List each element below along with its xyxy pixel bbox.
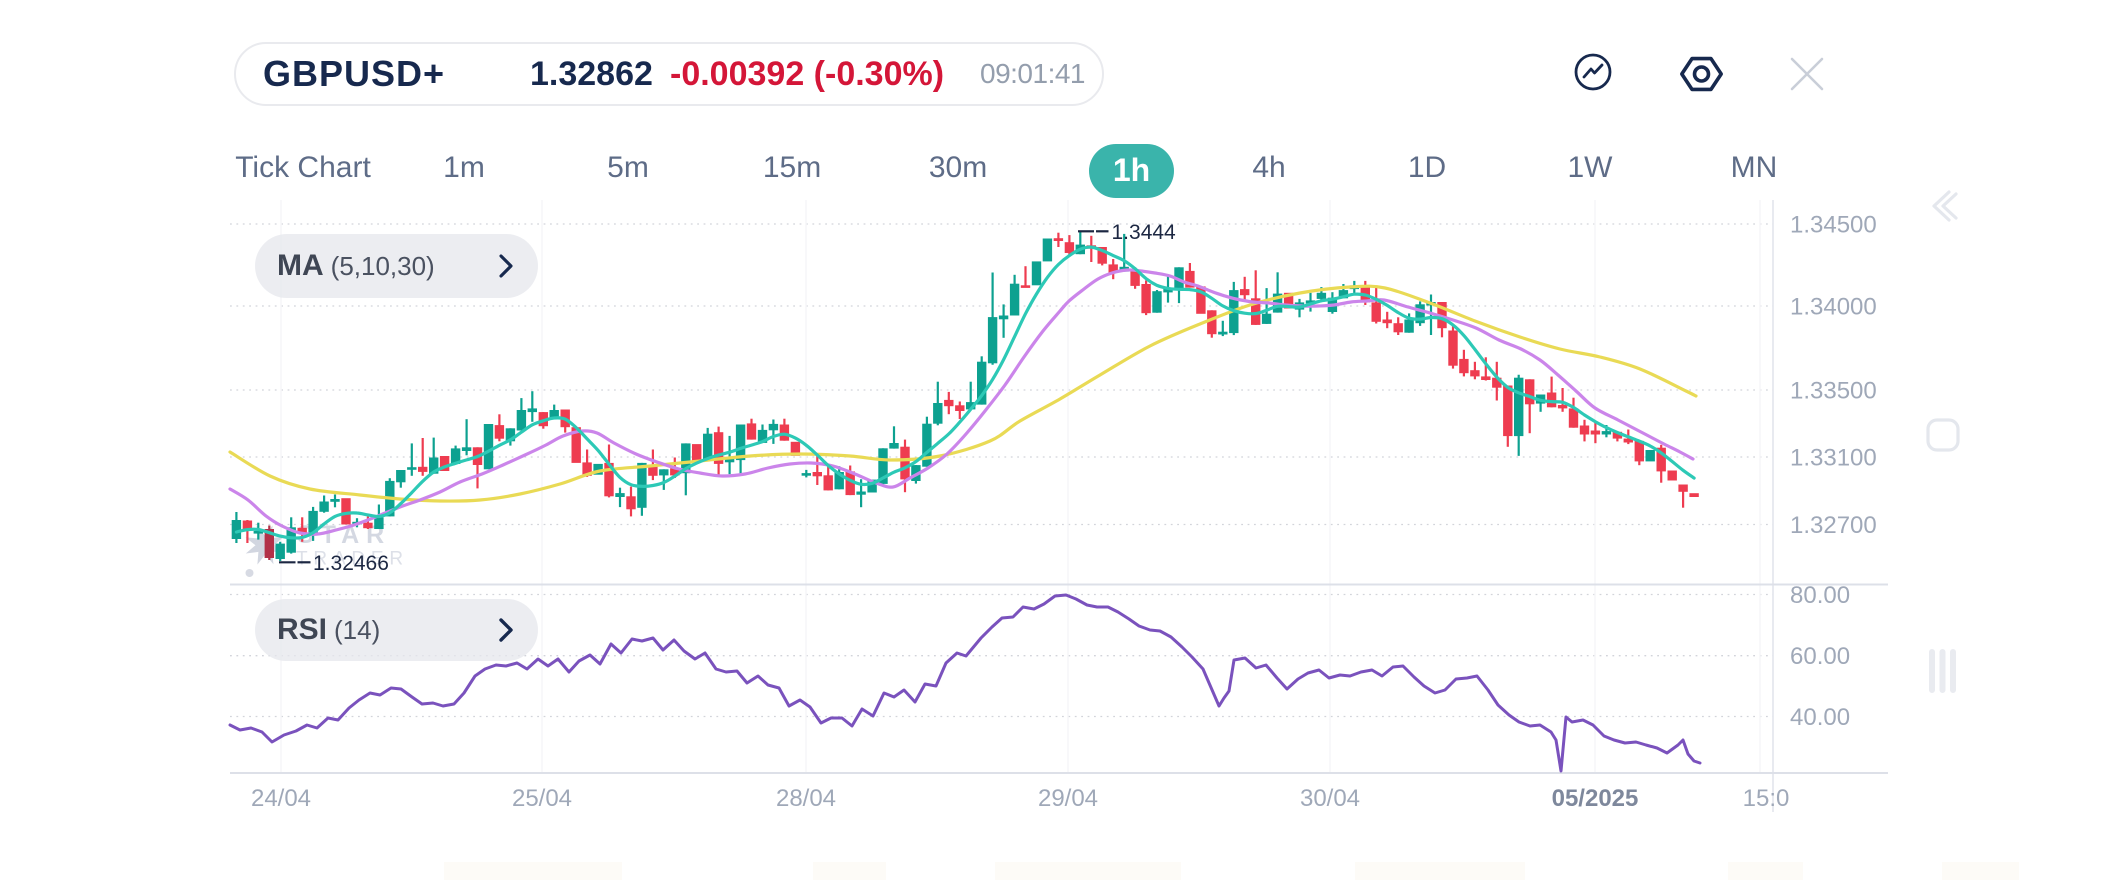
svg-text:1.33500: 1.33500: [1790, 378, 1877, 405]
svg-text:30/04: 30/04: [1300, 785, 1360, 812]
svg-text:15:0: 15:0: [1743, 785, 1790, 812]
svg-text:25/04: 25/04: [512, 785, 572, 812]
svg-text:1.3444: 1.3444: [1112, 221, 1177, 244]
svg-text:24/04: 24/04: [251, 785, 311, 812]
svg-text:05/2025: 05/2025: [1552, 785, 1639, 812]
svg-text:TRADER: TRADER: [296, 549, 409, 570]
svg-text:28/04: 28/04: [776, 785, 836, 812]
svg-text:29/04: 29/04: [1038, 785, 1098, 812]
svg-text:80.00: 80.00: [1790, 582, 1850, 609]
svg-text:1.32700: 1.32700: [1790, 512, 1877, 539]
svg-text:1.33100: 1.33100: [1790, 445, 1877, 472]
svg-text:40.00: 40.00: [1790, 704, 1850, 731]
svg-text:1.34500: 1.34500: [1790, 212, 1877, 239]
svg-text:1.32466: 1.32466: [313, 552, 389, 575]
svg-text:1.34000: 1.34000: [1790, 294, 1877, 321]
svg-text:60.00: 60.00: [1790, 643, 1850, 670]
